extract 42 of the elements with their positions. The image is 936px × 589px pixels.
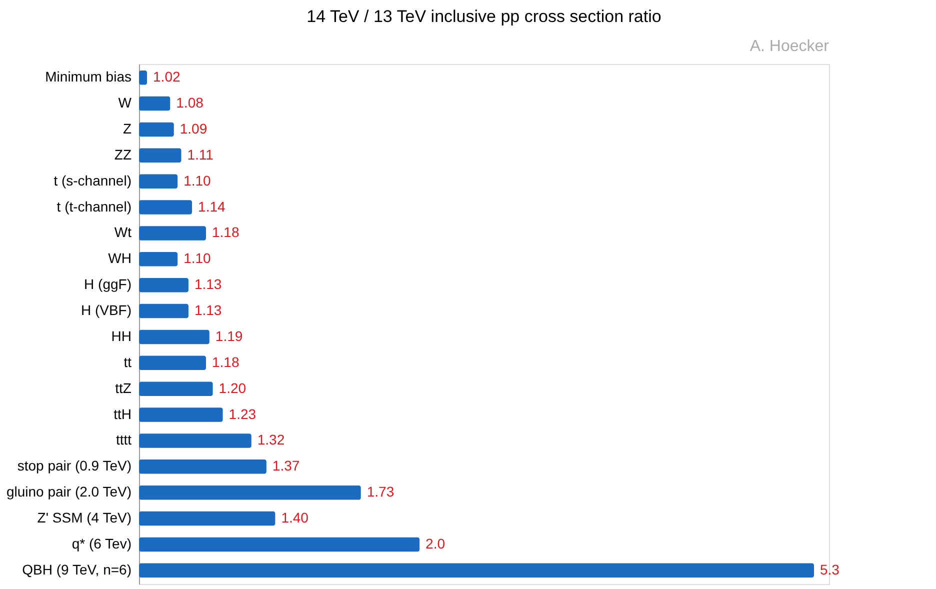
y-tick-label: q* (6 Tev) — [72, 535, 132, 552]
y-tick-label: Z' SSM (4 TeV) — [37, 510, 132, 526]
data-label: 1.02 — [153, 68, 180, 85]
chart-title: 14 TeV / 13 TeV inclusive pp cross section ratio — [306, 7, 662, 26]
y-tick-label: tt — [124, 354, 132, 370]
y-tick-label: Z — [122, 120, 132, 136]
data-label: 1.20 — [218, 380, 246, 396]
data-label: 1.18 — [212, 224, 240, 240]
data-label: 1.18 — [212, 354, 240, 370]
y-tick-label: t (t-channel) — [56, 198, 132, 214]
data-label: 1.10 — [184, 172, 212, 188]
data-label: 1.13 — [194, 276, 222, 292]
y-tick-label: H (VBF) — [80, 302, 132, 318]
data-label: 1.08 — [176, 94, 204, 111]
data-label: 1.19 — [215, 328, 243, 344]
text: A. Hoecker — [750, 38, 830, 55]
data-label: 1.09 — [180, 120, 208, 136]
y-tick-label: HH — [111, 328, 132, 344]
y-tick-label: W — [118, 94, 132, 111]
y-tick-label: Wt — [114, 224, 132, 240]
y-tick-label: tttt — [116, 432, 132, 448]
data-label: 1.10 — [184, 250, 212, 266]
data-label: 1.73 — [366, 484, 394, 500]
data-label: 1.13 — [194, 302, 222, 318]
data-label: 1.23 — [228, 406, 256, 422]
y-tick-label: gluino pair (2.0 TeV) — [6, 484, 132, 500]
y-tick-label: H (ggF) — [84, 276, 132, 292]
data-label: 1.14 — [198, 198, 226, 214]
y-tick-label: QBH (9 TeV, n=6) — [22, 561, 132, 578]
y-tick-label: ttZ — [115, 380, 132, 396]
data-label: 2.0 — [426, 535, 446, 552]
y-tick-label: WH — [108, 250, 132, 266]
data-label: 1.40 — [281, 510, 309, 526]
data-label: 1.37 — [272, 458, 300, 474]
y-tick-label: ttH — [114, 406, 132, 422]
y-tick-label: ZZ — [114, 146, 132, 162]
data-label: 1.11 — [187, 146, 214, 162]
data-label: 1.32 — [257, 432, 285, 448]
y-tick-label: stop pair (0.9 TeV) — [17, 458, 132, 474]
data-label: 5.3 — [820, 561, 840, 578]
y-tick-label: Minimum bias — [45, 68, 132, 85]
y-tick-label: t (s-channel) — [54, 172, 132, 188]
